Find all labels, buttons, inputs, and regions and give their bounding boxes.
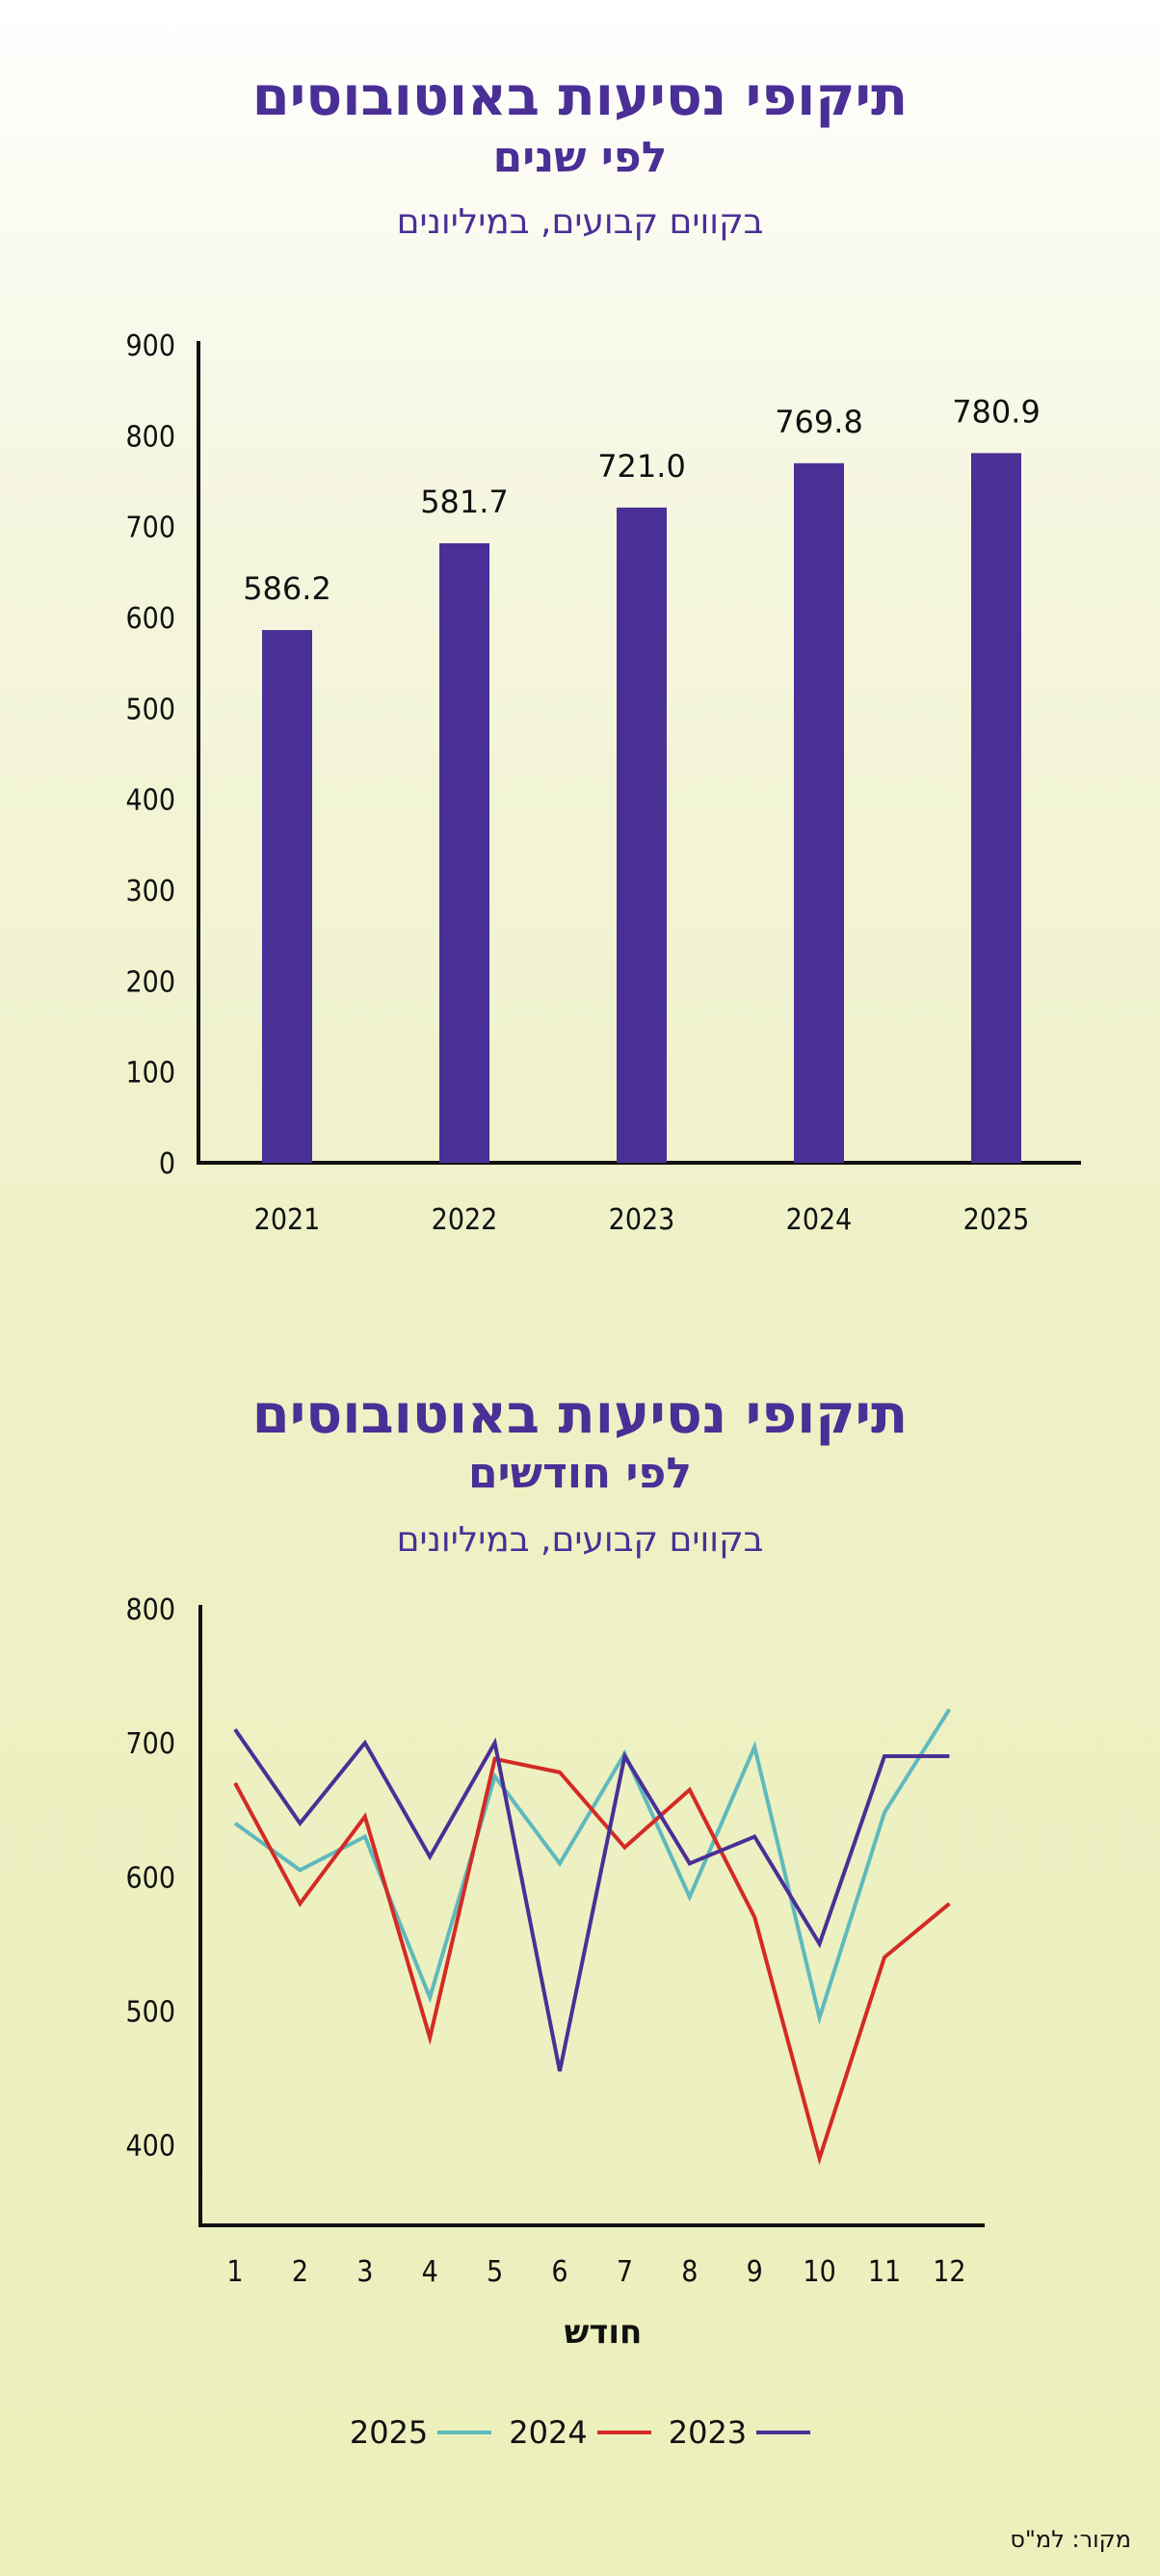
y-tick-label: 0 xyxy=(159,1147,175,1181)
x-tick-label-2021: 2021 xyxy=(254,1203,321,1237)
bar-2024 xyxy=(794,462,844,1163)
y-tick-label: 400 xyxy=(125,784,175,818)
y-tick-label: 500 xyxy=(125,1995,175,2029)
bar-2025 xyxy=(971,453,1021,1163)
legend-swatch-2024 xyxy=(596,2431,651,2434)
data-label-2023: 721.0 xyxy=(597,448,686,485)
x-axis-title: חודש xyxy=(565,2313,643,2352)
x-tick-label-3: 3 xyxy=(356,2255,373,2289)
legend-label-2025: 2025 xyxy=(349,2414,429,2451)
data-label-2022: 581.7 xyxy=(420,484,509,520)
chart1-subtitle: בקווים קבועים, במיליונים xyxy=(396,202,764,242)
y-tick-label: 100 xyxy=(125,1057,175,1091)
bar-2022 xyxy=(439,542,489,1163)
x-tick-label-10: 10 xyxy=(803,2255,835,2289)
chart2-title-line2: לפי חודשים xyxy=(468,1449,692,1498)
data-label-2021: 586.2 xyxy=(243,570,331,607)
x-tick-label-7: 7 xyxy=(617,2255,633,2289)
chart2-subtitle: בקווים קבועים, במיליונים xyxy=(396,1520,764,1560)
legend-swatch-2023 xyxy=(756,2431,811,2434)
bar-2021 xyxy=(262,630,312,1163)
bar-2023 xyxy=(617,507,667,1163)
x-tick-label-5: 5 xyxy=(487,2255,503,2289)
y-tick-label: 300 xyxy=(125,875,175,908)
data-label-2024: 769.8 xyxy=(775,404,863,440)
x-tick-label-2: 2 xyxy=(292,2255,308,2289)
x-tick-label-1: 1 xyxy=(226,2255,243,2289)
y-tick-label: 700 xyxy=(125,512,175,545)
y-tick-label: 600 xyxy=(125,1861,175,1895)
bar-chart: 0 100 200 300 400 500 600 700 800 900 586.2 2021 581… xyxy=(125,329,1081,1237)
data-label-2025: 780.9 xyxy=(952,393,1041,430)
legend-label-2024: 2024 xyxy=(509,2414,588,2451)
y-tick-label: 700 xyxy=(125,1727,175,1761)
legend-item-2024: 2024 xyxy=(509,2414,651,2451)
y-tick-label: 400 xyxy=(125,2130,175,2164)
chart2-title: תיקופי נסיעות באוטובוסים xyxy=(251,1383,909,1446)
y-tick-label: 800 xyxy=(125,420,175,454)
x-tick-label-9: 9 xyxy=(747,2255,763,2289)
chart1-title-line2: לפי שנים xyxy=(492,133,668,182)
x-tick-label-2025: 2025 xyxy=(963,1203,1030,1237)
x-tick-label-11: 11 xyxy=(868,2255,901,2289)
source-note: מקור: למ"ס xyxy=(1010,2526,1131,2553)
x-tick-label-2023: 2023 xyxy=(609,1203,675,1237)
legend-item-2025: 2025 xyxy=(349,2414,492,2451)
x-tick-label-2022: 2022 xyxy=(432,1203,498,1237)
legend-label-2023: 2023 xyxy=(668,2414,748,2451)
x-tick-label-12: 12 xyxy=(933,2255,965,2289)
y-tick-label: 200 xyxy=(125,965,175,999)
x-tick-label-4: 4 xyxy=(422,2255,438,2289)
y-tick-label: 600 xyxy=(125,602,175,636)
chart1-title: תיקופי נסיעות באוטובוסים xyxy=(251,66,909,128)
y-tick-label: 500 xyxy=(125,693,175,726)
legend-item-2023: 2023 xyxy=(668,2414,811,2451)
legend: 2023 2024 2025 xyxy=(0,2408,1160,2457)
series-line-2023 xyxy=(233,1728,950,2072)
y-tick-label: 900 xyxy=(125,329,175,363)
series-line-2025 xyxy=(233,1708,952,2025)
series-line-2024 xyxy=(233,1756,951,2166)
legend-swatch-2025 xyxy=(437,2431,492,2434)
y-tick-label: 800 xyxy=(125,1593,175,1627)
x-tick-label-8: 8 xyxy=(681,2255,698,2289)
x-tick-label-6: 6 xyxy=(551,2255,567,2289)
x-tick-label-2024: 2024 xyxy=(786,1203,853,1237)
